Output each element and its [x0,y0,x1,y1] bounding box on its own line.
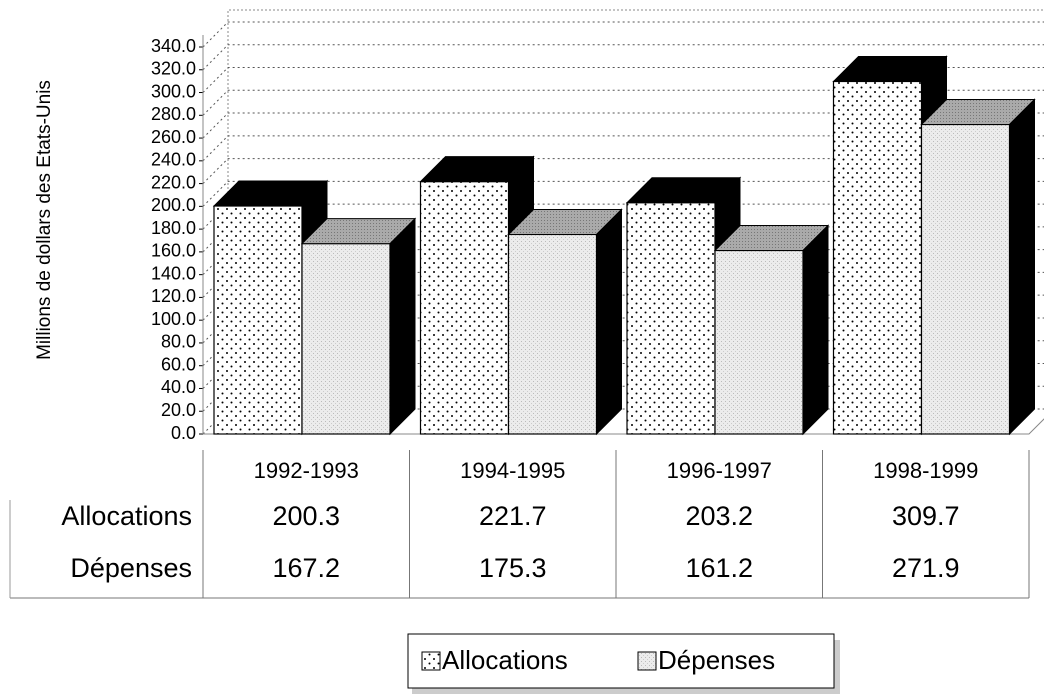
table-row-label: Dépenses [70,553,192,583]
x-tick-label: 1998-1999 [873,458,978,483]
grid-line [202,21,1044,48]
x-tick-label: 1992-1993 [254,458,359,483]
bar-front [714,249,804,435]
y-tick-label: 260.0 [151,127,196,147]
table-value: 175.3 [479,553,547,583]
bar-side [802,224,829,436]
y-tick-label: 20.0 [161,400,196,420]
grid-line [202,44,1044,71]
y-tick-label: 200.0 [151,195,196,215]
y-tick-label: 320.0 [151,59,196,79]
y-axis-label: Millions de dollars des Etats-Unis [34,80,55,360]
grid-line [202,112,1044,139]
grid-line [202,135,1044,162]
bar-side [596,208,622,436]
legend-swatch [421,651,441,671]
table-value: 200.3 [272,501,340,531]
bar-front [419,181,510,435]
table-value: 167.2 [272,553,340,583]
bar-side [389,217,416,436]
bar-front [626,202,716,435]
y-tick-label: 240.0 [151,150,196,170]
legend-swatch [637,651,657,671]
table-row-label: Allocations [61,501,192,531]
y-tick-label: 160.0 [151,241,196,261]
table-value: 203.2 [685,501,753,531]
bar-front [920,123,1011,435]
y-tick-label: 280.0 [151,104,196,124]
table-value: 309.7 [892,501,960,531]
bar-front [832,80,923,435]
y-tick-label: 300.0 [151,81,196,101]
grid-line [202,180,1044,207]
bar-front [301,243,391,435]
legend-label: Dépenses [658,645,775,675]
y-tick-label: 340.0 [151,36,196,56]
y-tick-label: 120.0 [151,286,196,306]
grid-line [202,67,1044,93]
y-tick-label: 220.0 [151,172,196,192]
grid-line [202,89,1044,116]
x-tick-label: 1996-1997 [667,458,772,483]
bar-front [213,205,303,435]
grid-line [202,158,1044,184]
y-tick-label: 0.0 [171,423,196,443]
x-tick-label: 1994-1995 [460,458,565,483]
y-tick-label: 100.0 [151,309,196,329]
table-value: 271.9 [892,553,960,583]
y-tick-label: 180.0 [151,218,196,238]
legend-label: Allocations [442,645,568,675]
legend [407,633,835,689]
bar-side [1009,98,1035,436]
y-tick-label: 60.0 [161,354,196,374]
table-value: 221.7 [479,501,547,531]
table-value: 161.2 [685,553,753,583]
y-tick-label: 80.0 [161,332,196,352]
y-tick-label: 40.0 [161,377,196,397]
y-tick-label: 140.0 [151,263,196,283]
bar-front [507,233,598,435]
